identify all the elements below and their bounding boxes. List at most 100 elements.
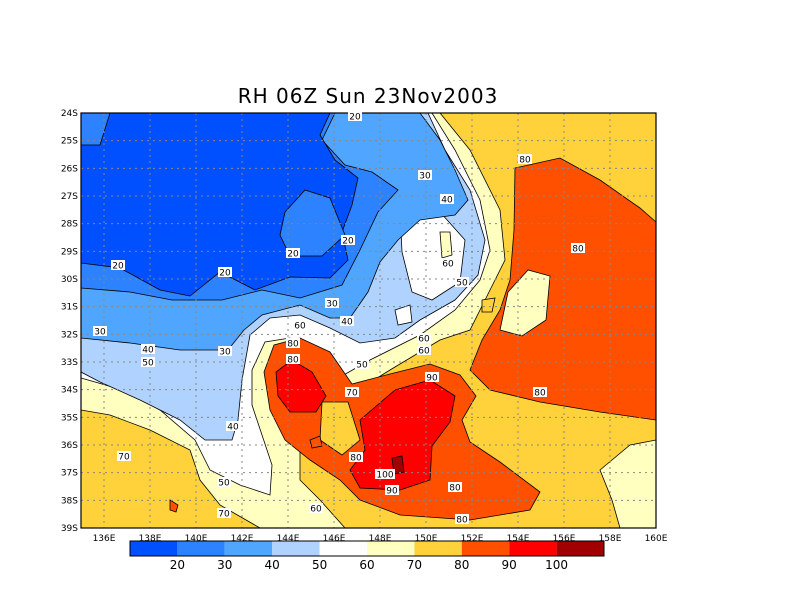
- rh-contour-region: [599, 439, 656, 528]
- lat-tick-label: 25S: [61, 137, 78, 147]
- colorbar-swatch: [319, 541, 367, 556]
- contour-label: 50: [218, 479, 230, 489]
- contour-label: 70: [218, 510, 230, 520]
- colorbar-label: 70: [407, 558, 422, 572]
- colorbar-label: 80: [454, 558, 469, 572]
- lon-tick-label: 152E: [461, 534, 484, 544]
- colorbar-swatch: [509, 541, 557, 556]
- rh-contour-region: [309, 435, 323, 449]
- contour-label-bg: [455, 514, 469, 524]
- contour-label-bg: [518, 154, 532, 164]
- lat-tick-label: 39S: [61, 524, 78, 534]
- contour-label: 70: [118, 453, 130, 463]
- lat-tick-label: 32S: [61, 330, 78, 340]
- colorbar-swatch: [130, 541, 178, 556]
- colorbar-label: 100: [545, 558, 568, 572]
- lon-tick-label: 136E: [93, 534, 116, 544]
- contour-label: 60: [418, 335, 430, 345]
- contour-label: 40: [227, 423, 239, 433]
- contour-label: 20: [287, 250, 299, 260]
- contour-label: 80: [572, 245, 584, 255]
- contour-label-bg: [218, 267, 232, 277]
- colorbar-swatch: [177, 541, 225, 556]
- contour-label: 50: [142, 359, 154, 369]
- lat-tick-label: 37S: [61, 469, 78, 479]
- contour-label: 40: [341, 318, 353, 328]
- contour-label: 100: [376, 471, 393, 481]
- contour-label-bg: [533, 387, 547, 397]
- lat-tick-label: 28S: [61, 220, 78, 230]
- contour-label: 30: [94, 328, 106, 338]
- contour-label-bg: [385, 485, 399, 495]
- contour-label-bg: [455, 277, 469, 287]
- rh-contour-region: [169, 499, 179, 513]
- contour-label: 90: [386, 487, 398, 497]
- contour-label-bg: [441, 258, 455, 268]
- contour-label: 80: [449, 484, 461, 494]
- lon-tick-label: 144E: [277, 534, 300, 544]
- contour-label-bg: [375, 469, 395, 479]
- colorbar-swatch: [367, 541, 415, 556]
- contour-label: 80: [534, 389, 546, 399]
- contour-label-bg: [286, 248, 300, 258]
- contour-label-bg: [141, 357, 155, 367]
- contour-label-bg: [218, 346, 232, 356]
- lat-tick-label: 30S: [61, 275, 78, 285]
- colorbar-swatch: [224, 541, 273, 556]
- lat-tick-label: 34S: [61, 386, 78, 396]
- lon-tick-label: 142E: [231, 534, 254, 544]
- contour-label: 60: [310, 505, 322, 515]
- contour-label-bg: [448, 482, 462, 492]
- contour-label-bg: [111, 260, 125, 270]
- contour-label-bg: [325, 298, 339, 308]
- rh-contour-region: [319, 401, 361, 456]
- colorbar-label: 30: [217, 558, 232, 572]
- contour-label: 20: [349, 113, 361, 123]
- contour-label: 30: [419, 172, 431, 182]
- rh-contour-region: [439, 231, 453, 259]
- map-title: RH 06Z Sun 23Nov2003: [237, 84, 499, 108]
- contour-label-bg: [425, 372, 439, 382]
- plot-frame: [80, 112, 657, 529]
- lon-tick-label: 140E: [185, 534, 208, 544]
- contour-label-bg: [341, 235, 355, 245]
- contour-label-bg: [309, 503, 323, 513]
- contour-label-bg: [117, 451, 131, 461]
- contour-label: 80: [287, 356, 299, 366]
- contour-label: 30: [219, 348, 231, 358]
- lon-tick-label: 148E: [369, 534, 392, 544]
- lon-tick-label: 160E: [645, 534, 668, 544]
- contour-label-bg: [345, 387, 359, 397]
- lon-tick-label: 146E: [323, 534, 346, 544]
- colorbar-label: 60: [359, 558, 374, 572]
- contour-label-bg: [286, 338, 300, 348]
- colorbar-label: 50: [312, 558, 327, 572]
- colorbar-label: 40: [265, 558, 280, 572]
- contour-label: 60: [418, 347, 430, 357]
- lon-tick-label: 138E: [139, 534, 162, 544]
- contour-label: 80: [456, 516, 468, 526]
- contour-label-bg: [440, 194, 454, 204]
- lat-tick-label: 38S: [61, 496, 78, 506]
- colorbar-label: 90: [502, 558, 517, 572]
- contour-label: 40: [142, 346, 154, 356]
- contour-label-bg: [226, 421, 240, 431]
- contour-label: 20: [342, 237, 354, 247]
- lat-tick-label: 35S: [61, 413, 78, 423]
- lat-tick-label: 24S: [61, 109, 78, 119]
- lon-tick-label: 158E: [599, 534, 622, 544]
- lat-tick-label: 36S: [61, 441, 78, 451]
- colorbar-label: 20: [170, 558, 185, 572]
- contour-label-bg: [217, 477, 231, 487]
- lat-tick-label: 31S: [61, 303, 78, 313]
- rh-contour-region: [349, 379, 456, 491]
- colorbar-swatch: [461, 541, 510, 556]
- contour-label: 50: [456, 279, 468, 289]
- contour-label: 20: [112, 262, 124, 272]
- contour-label: 80: [519, 156, 531, 166]
- contour-label-bg: [418, 170, 432, 180]
- contour-label: 60: [442, 260, 454, 270]
- contour-label: 60: [294, 322, 306, 332]
- lat-tick-label: 27S: [61, 192, 78, 202]
